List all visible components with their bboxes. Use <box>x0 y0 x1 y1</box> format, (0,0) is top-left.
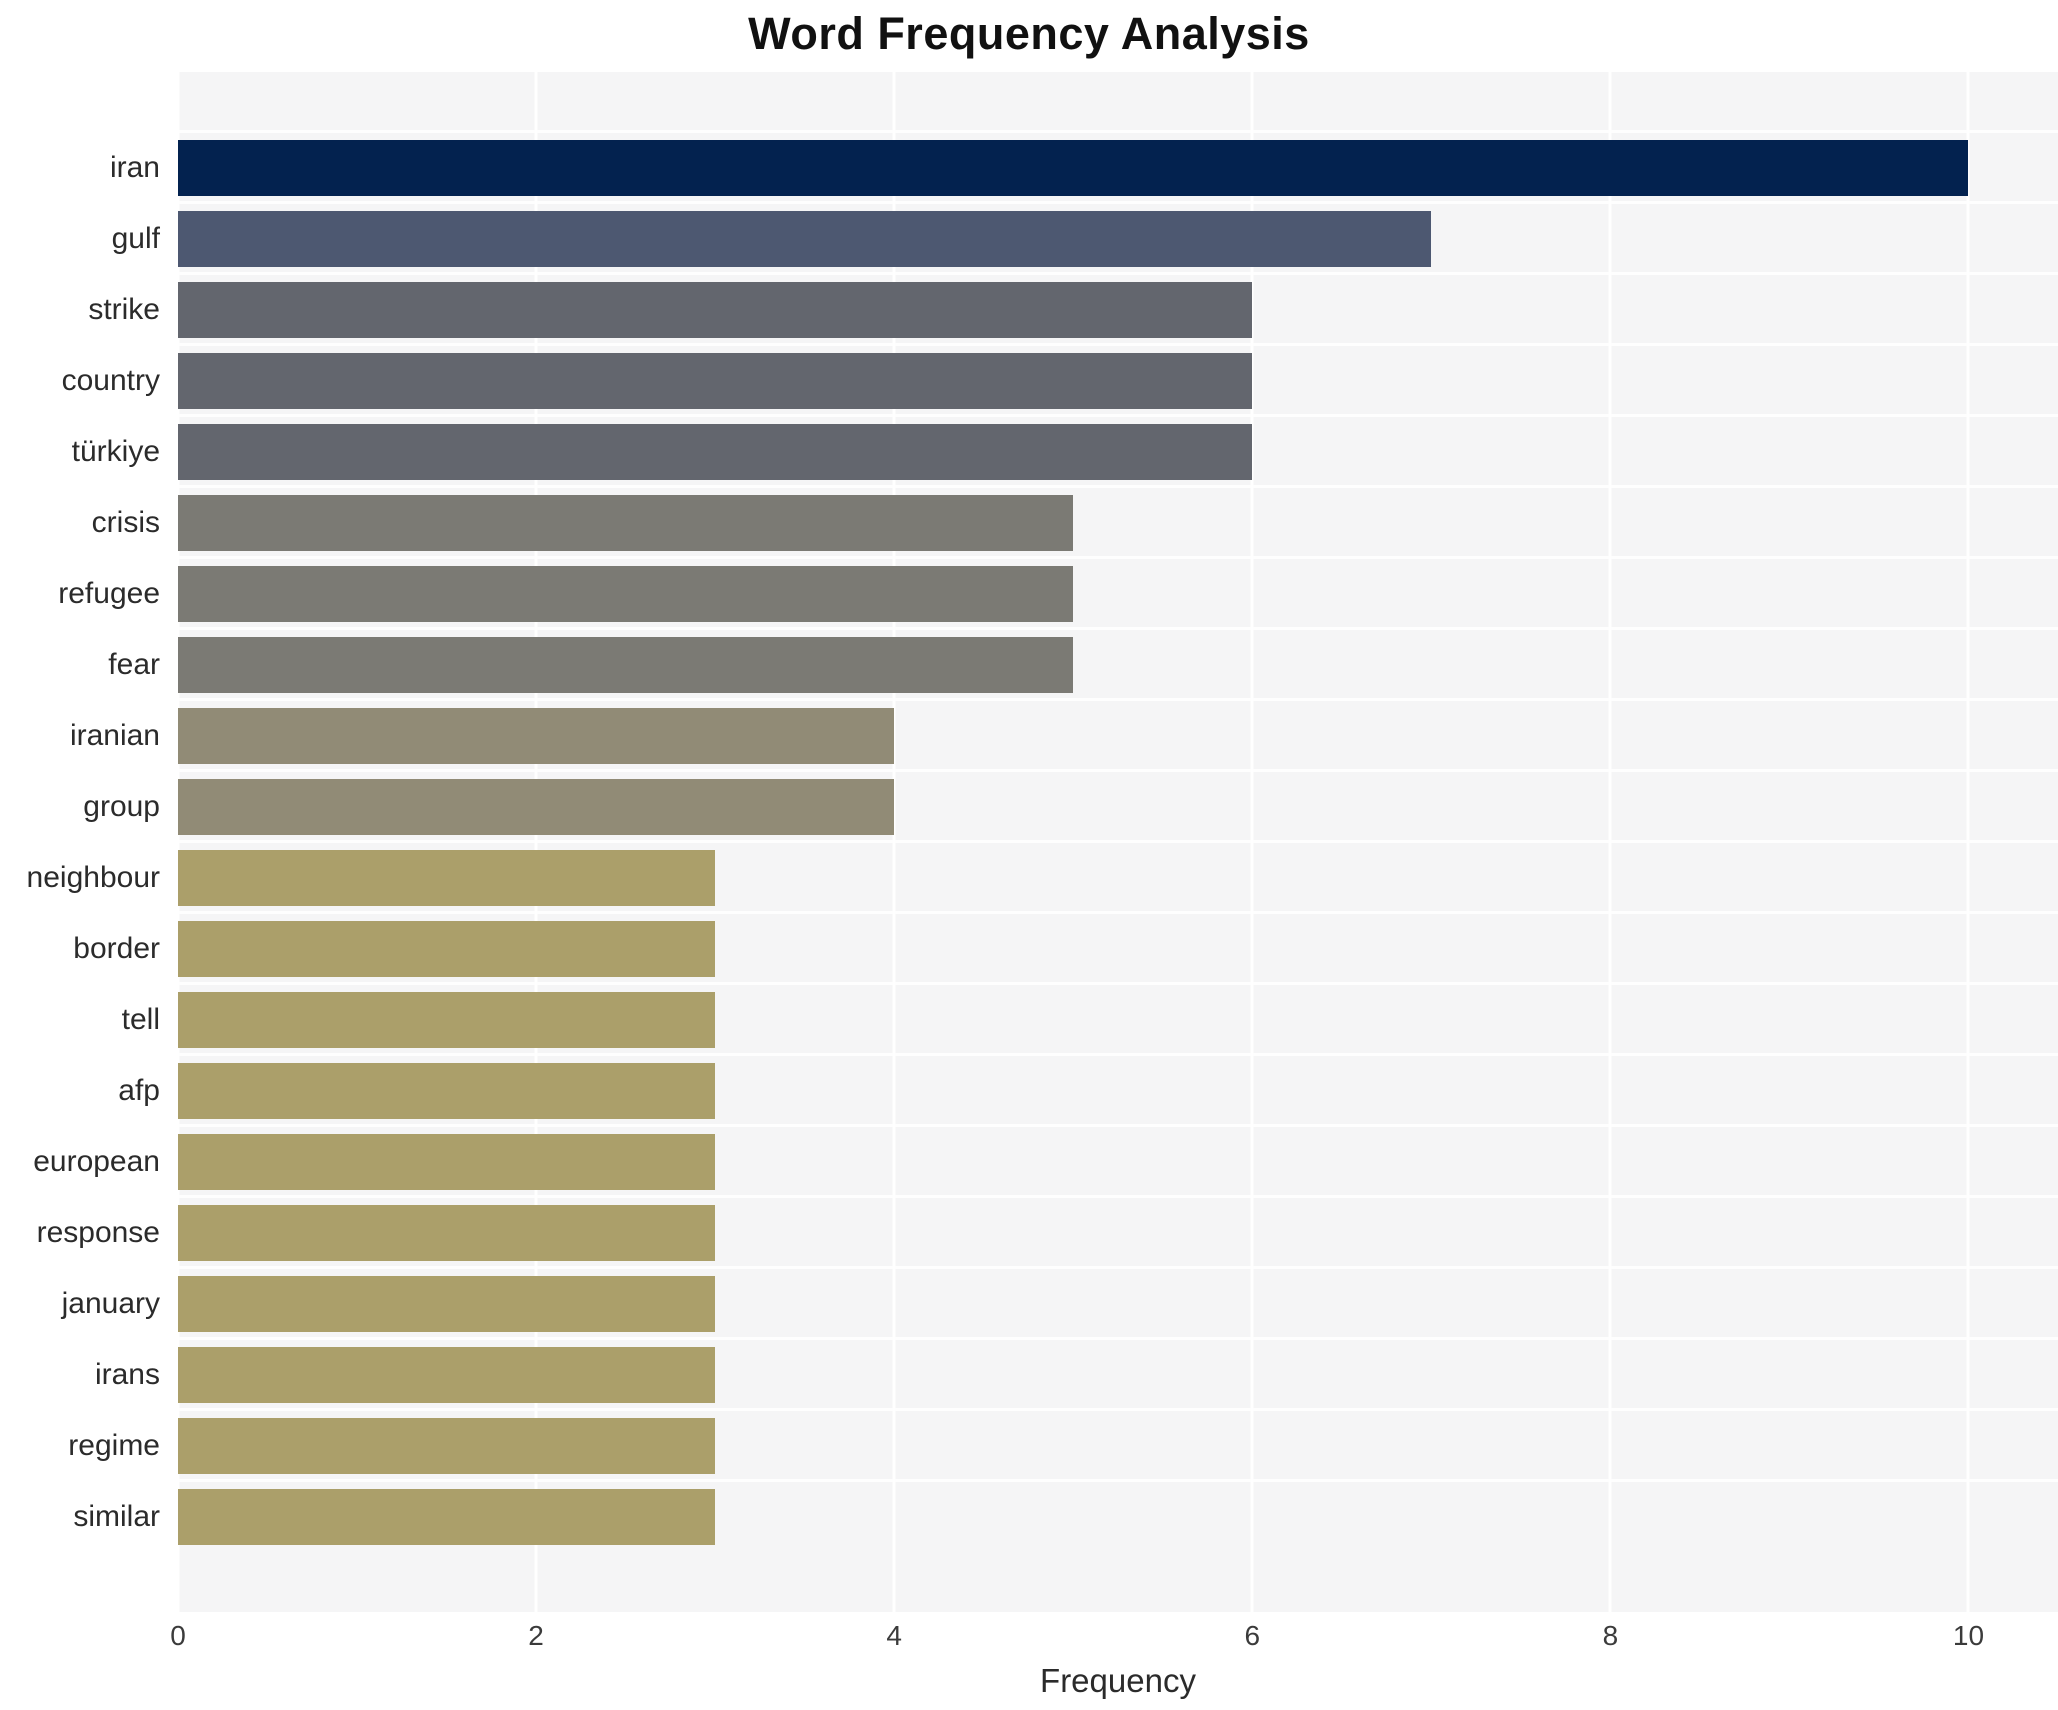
bar-track <box>178 840 2058 913</box>
category-label: crisis <box>91 505 160 539</box>
bar-track <box>178 698 2058 771</box>
bar-track <box>178 982 2058 1055</box>
category-label: fear <box>108 647 160 681</box>
frequency-bar <box>178 1204 716 1261</box>
frequency-bar <box>178 565 1074 622</box>
bar-track <box>178 627 2058 700</box>
x-axis-tick-label: 0 <box>170 1620 186 1651</box>
frequency-bar <box>178 352 1253 409</box>
x-axis-tick-label: 6 <box>1244 1620 1261 1651</box>
frequency-bar <box>178 849 716 906</box>
bar-row: group <box>0 769 2058 842</box>
frequency-bar <box>178 1133 716 1190</box>
bar-track <box>178 130 2058 203</box>
category-label: country <box>61 363 160 397</box>
bar-row: country <box>0 343 2058 416</box>
bar-track <box>178 201 2058 274</box>
bar-track <box>178 1053 2058 1126</box>
bar-row: similar <box>0 1479 2058 1552</box>
frequency-bar <box>178 210 1432 267</box>
bar-track <box>178 1266 2058 1339</box>
category-label: border <box>73 931 160 965</box>
category-label: türkiye <box>71 434 160 468</box>
bar-track <box>178 1195 2058 1268</box>
bar-row: fear <box>0 627 2058 700</box>
category-label: refugee <box>58 576 160 610</box>
bar-track <box>178 485 2058 558</box>
frequency-bar <box>178 1417 716 1474</box>
bar-row: gulf <box>0 201 2058 274</box>
bar-track <box>178 556 2058 629</box>
frequency-bar <box>178 920 716 977</box>
bar-row: border <box>0 911 2058 984</box>
bar-row: response <box>0 1195 2058 1268</box>
bar-row: irans <box>0 1337 2058 1410</box>
frequency-bar <box>178 1346 716 1403</box>
frequency-bar <box>178 991 716 1048</box>
bar-row: iranian <box>0 698 2058 771</box>
frequency-bar <box>178 1062 716 1119</box>
bar-track <box>178 911 2058 984</box>
frequency-bar <box>178 1275 716 1332</box>
frequency-bar <box>178 423 1253 480</box>
category-label: similar <box>73 1499 160 1533</box>
x-axis-tick-label: 2 <box>528 1620 544 1651</box>
x-axis-tick-label: 4 <box>886 1620 902 1651</box>
bar-row: european <box>0 1124 2058 1197</box>
bar-row: türkiye <box>0 414 2058 487</box>
frequency-bar <box>178 778 895 835</box>
bar-row: iran <box>0 130 2058 203</box>
category-label: regime <box>68 1428 160 1462</box>
bar-row: afp <box>0 1053 2058 1126</box>
bar-track <box>178 414 2058 487</box>
bar-row: strike <box>0 272 2058 345</box>
bar-track <box>178 343 2058 416</box>
bar-row: neighbour <box>0 840 2058 913</box>
category-label: strike <box>88 292 160 326</box>
bar-row: refugee <box>0 556 2058 629</box>
x-axis-title: Frequency <box>1040 1662 1196 1699</box>
frequency-bar <box>178 636 1074 693</box>
x-axis-tick-label: 8 <box>1602 1620 1619 1651</box>
category-label: neighbour <box>26 860 160 894</box>
category-label: tell <box>121 1002 160 1036</box>
bar-track <box>178 1124 2058 1197</box>
category-label: afp <box>118 1073 160 1107</box>
bar-track <box>178 769 2058 842</box>
category-label: irans <box>94 1357 160 1391</box>
bar-track <box>178 1479 2058 1552</box>
bar-row: january <box>0 1266 2058 1339</box>
chart-plot-area: iran gulf strike country türkiye crisis refuge… <box>0 72 2058 1612</box>
category-label: january <box>61 1286 160 1320</box>
x-axis-ticks: 0 2 4 6 8 10 <box>170 1620 2058 1656</box>
frequency-bar <box>178 1488 716 1545</box>
bar-row: tell <box>0 982 2058 1055</box>
bar-track <box>178 1408 2058 1481</box>
category-label: iran <box>109 150 160 184</box>
frequency-bar <box>178 139 1969 196</box>
category-label: european <box>33 1144 160 1178</box>
bar-track <box>178 272 2058 345</box>
category-label: gulf <box>111 221 160 255</box>
frequency-bar <box>178 281 1253 338</box>
category-label: group <box>83 789 160 823</box>
bar-rows-container: iran gulf strike country türkiye crisis refuge… <box>0 130 2058 1552</box>
chart-title: Word Frequency Analysis <box>748 8 1310 59</box>
category-label: response <box>36 1215 160 1249</box>
bar-row: regime <box>0 1408 2058 1481</box>
bar-row: crisis <box>0 485 2058 558</box>
bar-track <box>178 1337 2058 1410</box>
category-label: iranian <box>69 718 160 752</box>
frequency-bar <box>178 494 1074 551</box>
x-axis-tick-label: 10 <box>1952 1620 1985 1651</box>
frequency-bar <box>178 707 895 764</box>
